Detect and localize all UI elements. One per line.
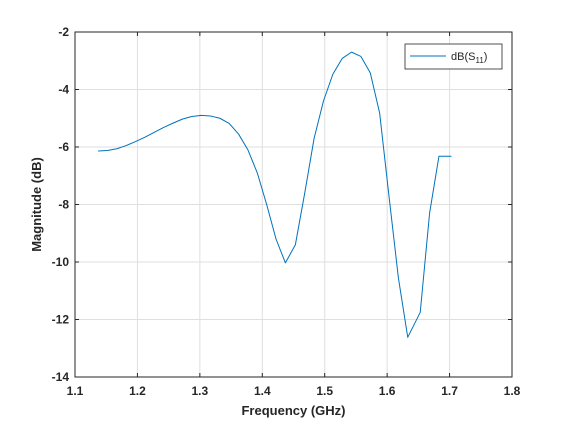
y-tick-label: -12 [52, 313, 70, 327]
x-tick-label: 1.8 [504, 384, 521, 398]
y-tick-labels: -2 -4 -6 -8 -10 -12 -14 [52, 25, 70, 384]
y-axis-label: Magnitude (dB) [29, 157, 44, 252]
x-tick-label: 1.4 [254, 384, 271, 398]
y-tick-label: -2 [58, 25, 69, 39]
y-tick-label: -14 [52, 370, 70, 384]
y-tick-label: -10 [52, 255, 70, 269]
series-line-dB-S11 [98, 51, 452, 338]
x-tick-label: 1.2 [129, 384, 146, 398]
tick-marks [74, 31, 513, 378]
y-tick-label: -4 [58, 83, 69, 97]
series-layer [98, 51, 452, 338]
x-tick-label: 1.5 [316, 384, 333, 398]
x-tick-label: 1.1 [67, 384, 84, 398]
y-tick-label: -6 [58, 140, 69, 154]
x-tick-label: 1.6 [379, 384, 396, 398]
y-tick-label: -8 [58, 198, 69, 212]
legend: dB(S11) [404, 43, 503, 70]
x-axis-label: Frequency (GHz) [241, 403, 345, 418]
legend-label-prefix: dB(S [451, 51, 475, 63]
x-tick-label: 1.7 [441, 384, 458, 398]
legend-label-subscript: 11 [475, 56, 484, 65]
x-tick-labels: 1.1 1.2 1.3 1.4 1.5 1.6 1.7 1.8 [67, 384, 521, 398]
legend-label: dB(S11) [451, 51, 487, 65]
x-tick-label: 1.3 [192, 384, 209, 398]
legend-label-suffix: ) [484, 51, 488, 63]
